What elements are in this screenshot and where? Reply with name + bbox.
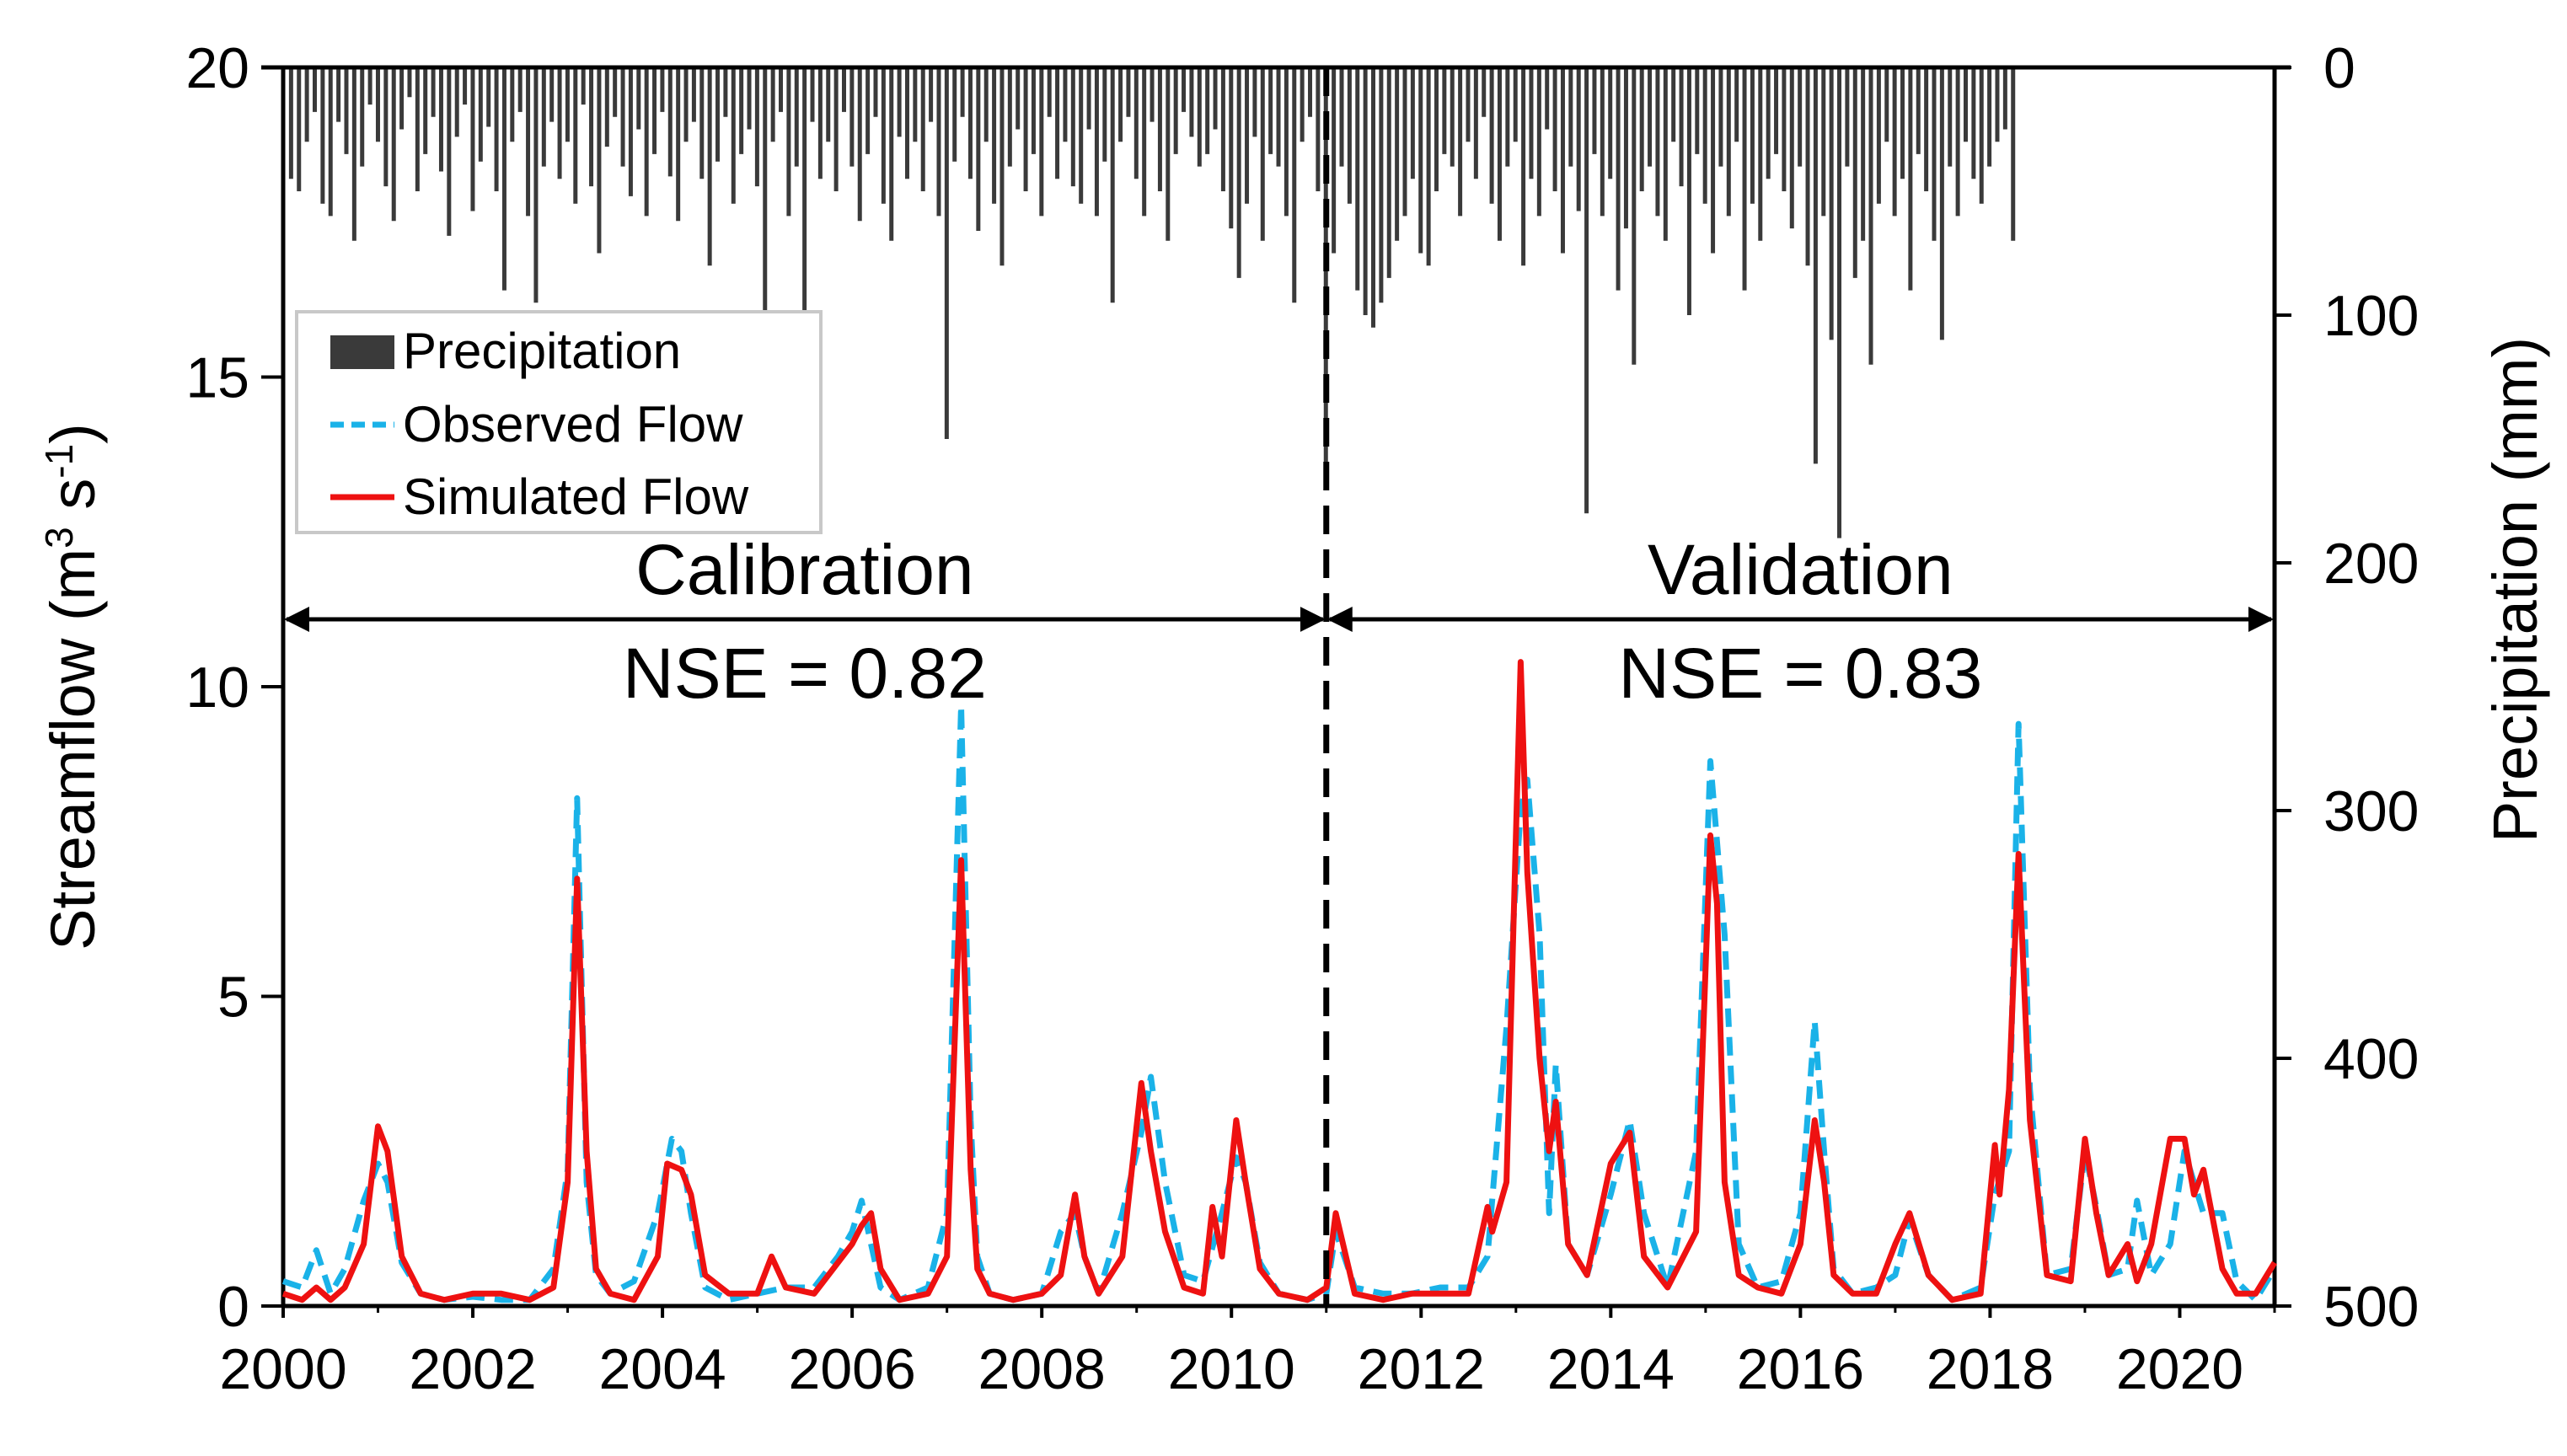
y-tick-label: 15: [185, 346, 249, 410]
y-tick-label: 5: [217, 966, 249, 1030]
legend-simulated-label: Simulated Flow: [403, 468, 749, 525]
y-axis-title: Streamflow (m3 s-1): [37, 423, 108, 950]
y-axis-title-sup2: -1: [37, 444, 81, 479]
simulated-flow-line: [281, 659, 2277, 1303]
y2-tick-label: 400: [2323, 1027, 2419, 1091]
y-axis-title-mid: s: [38, 479, 108, 527]
legend-precip-swatch: [330, 335, 394, 369]
precipitation-bars: [281, 67, 2016, 538]
y-ticks-right: 0 100 200 300 400 500: [2275, 36, 2419, 1339]
x-tick-label: 2016: [1737, 1337, 1864, 1401]
x-tick-label: 2010: [1168, 1337, 1295, 1401]
y2-tick-label: 500: [2323, 1275, 2419, 1339]
y2-tick-label: 200: [2323, 532, 2419, 596]
y-axis-title-main: Streamflow (m: [38, 549, 108, 950]
calibration-label: Calibration: [635, 530, 974, 609]
x-tick-label: 2000: [219, 1337, 346, 1401]
y2-tick-label: 0: [2323, 36, 2355, 100]
y-tick-label: 0: [217, 1275, 249, 1339]
x-tick-label: 2014: [1547, 1337, 1675, 1401]
x-ticks: 2000 2002 2004 2006 2008 2010 2012 2014 2016 2018…: [219, 1306, 2276, 1401]
y-tick-label: 20: [185, 36, 249, 100]
x-tick-label: 2006: [789, 1337, 916, 1401]
validation-nse: NSE = 0.83: [1618, 634, 1982, 713]
x-tick-label: 2004: [598, 1337, 726, 1401]
x-tick-label: 2018: [1927, 1337, 2054, 1401]
y2-tick-label: 300: [2323, 779, 2419, 843]
y2-axis-title: Precipitation (mm): [2480, 337, 2550, 843]
y-axis-title-sup1: 3: [37, 527, 81, 549]
x-tick-label: 2020: [2116, 1337, 2243, 1401]
y2-tick-label: 100: [2323, 284, 2419, 348]
legend-observed-label: Observed Flow: [403, 396, 743, 452]
legend-precip-label: Precipitation: [403, 323, 681, 379]
calibration-nse: NSE = 0.82: [623, 634, 987, 713]
legend: Precipitation Observed Flow Simulated Fl…: [295, 310, 823, 534]
y-axis-title-end: ): [38, 423, 108, 444]
x-tick-label: 2002: [409, 1337, 536, 1401]
x-tick-label: 2008: [978, 1337, 1106, 1401]
y-ticks-left: 0 5 10 15 20: [185, 36, 283, 1339]
validation-label: Validation: [1648, 530, 1953, 609]
y-tick-label: 10: [185, 656, 249, 720]
x-tick-label: 2012: [1358, 1337, 1485, 1401]
axes: [261, 65, 2291, 1309]
